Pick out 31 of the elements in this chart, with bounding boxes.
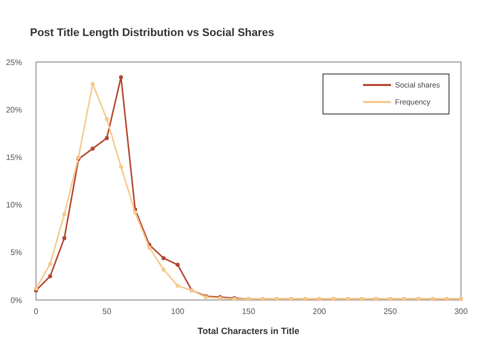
x-tick-label: 300 (454, 307, 468, 316)
x-tick-label: 250 (383, 307, 398, 316)
point (104, 136, 109, 140)
x-tick-label: 50 (102, 307, 112, 316)
point (104, 117, 109, 122)
point (62, 236, 66, 240)
y-tick-label: 15% (6, 153, 22, 162)
y-tick-label: 0% (10, 296, 22, 305)
point (62, 212, 66, 216)
chart-title: Post Title Length Distribution vs Social Shares (30, 27, 274, 39)
x-tick-label: 200 (312, 307, 327, 316)
x-axis-title: Total Characters in Title (198, 326, 300, 336)
x-tick-label: 0 (34, 307, 39, 316)
point (176, 262, 180, 267)
point (48, 274, 52, 278)
point (162, 256, 166, 260)
point (133, 210, 138, 214)
point (176, 284, 180, 288)
point (90, 146, 95, 151)
point (147, 246, 152, 250)
x-tick-label: 150 (242, 307, 256, 316)
y-tick-label: 25% (6, 58, 22, 67)
point (119, 164, 123, 169)
point (48, 262, 52, 266)
point (119, 75, 123, 80)
y-tick-label: 20% (6, 105, 22, 114)
x-tick-label: 100 (170, 307, 185, 316)
point (90, 82, 95, 86)
y-tick-label: 5% (10, 248, 22, 258)
y-tick-label: 10% (6, 200, 22, 210)
point (162, 268, 166, 272)
